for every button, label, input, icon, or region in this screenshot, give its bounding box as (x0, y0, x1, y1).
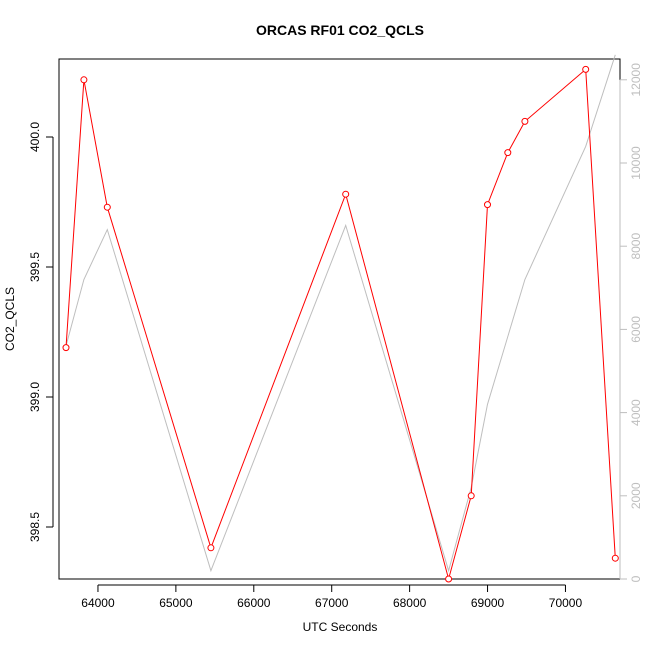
co2-data-point (484, 201, 491, 209)
secondary-series-line (65, 54, 616, 573)
x-tick-label: 70000 (549, 596, 583, 610)
co2-data-point (445, 575, 453, 583)
secondary-y-tick-label: 0 (629, 575, 643, 582)
secondary-y-tick-label: 4000 (629, 399, 643, 426)
co2-data-point (207, 544, 215, 552)
co2-data-point (62, 344, 70, 352)
co2-data-point (342, 190, 350, 198)
x-tick-label: 65000 (159, 596, 193, 610)
secondary-y-tick-label: 8000 (629, 233, 643, 260)
co2-data-point (103, 203, 111, 211)
x-axis-label: UTC Seconds (303, 620, 378, 634)
x-tick-label: 67000 (315, 596, 349, 610)
secondary-y-tick-label: 10000 (629, 146, 643, 180)
plot-frame (58, 58, 621, 580)
secondary-y-tick-label: 12000 (629, 63, 643, 97)
x-tick-label: 66000 (237, 596, 271, 610)
y-tick-label: 400.0 (28, 122, 42, 152)
secondary-y-tick-label: 2000 (629, 482, 643, 509)
y-axis: 398.5 399.0 399.5 400.0 (28, 122, 54, 542)
co2-data-point (504, 149, 512, 157)
secondary-y-tick-label: 6000 (629, 316, 643, 343)
co2-data-point (80, 76, 88, 84)
secondary-y-axis: 0 2000 4000 6000 8000 10000 12000 (619, 63, 643, 582)
co2-series-line (65, 68, 616, 581)
x-tick-label: 64000 (81, 596, 115, 610)
co2-data-point (611, 554, 619, 562)
series-layer (62, 54, 619, 583)
co2-data-point (582, 65, 590, 73)
y-tick-label: 398.5 (28, 512, 42, 542)
y-axis-label: CO2_QCLS (3, 287, 17, 351)
x-axis: 64000 65000 66000 67000 68000 69000 70000 (81, 584, 583, 610)
co2-data-point (521, 117, 529, 125)
chart-title: ORCAS RF01 CO2_QCLS (256, 22, 424, 38)
x-tick-label: 69000 (471, 596, 505, 610)
x-tick-label: 68000 (393, 596, 427, 610)
co2-data-point (467, 492, 475, 500)
y-tick-label: 399.0 (28, 382, 42, 412)
y-tick-label: 399.5 (28, 252, 42, 282)
